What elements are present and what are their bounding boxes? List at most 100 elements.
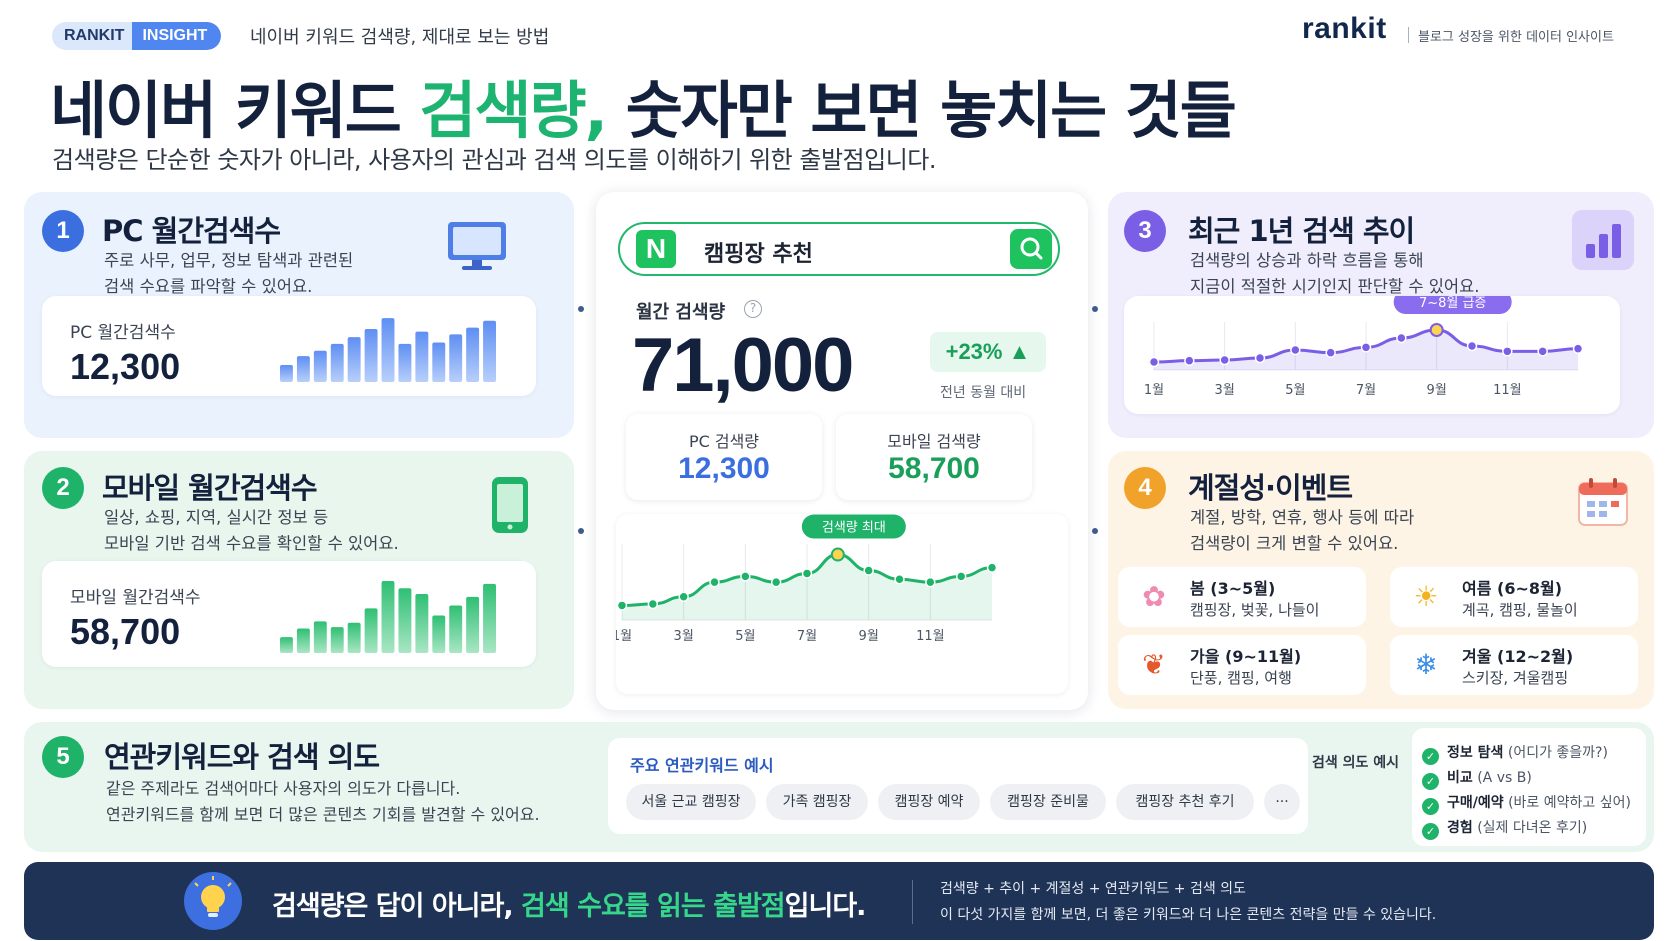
keywords-panel-desc: 같은 주제라도 검색어마다 사용자의 의도가 다릅니다. 연관키워드를 함께 보… [106, 776, 540, 828]
center-chart-point [894, 574, 905, 585]
trend-panel-title: 최근 1년 검색 추이 [1188, 214, 1415, 248]
trend-chart-x-label: 5월 [1285, 383, 1305, 398]
trend-chart-point [1184, 355, 1195, 366]
keyword-chip[interactable]: 서울 근교 캠핑장 [626, 784, 756, 820]
center-chart-x-label: 1월 [616, 629, 632, 644]
pc-volume-value: 12,300 [678, 452, 770, 485]
bar-chart-icon [1572, 210, 1634, 270]
trend-panel-desc: 검색량의 상승과 하락 흐름을 통해 지금이 적절한 시기인지 판단할 수 있어… [1190, 248, 1480, 300]
intent-note: (A vs B) [1477, 770, 1532, 786]
intent-note: (바로 예약하고 싶어) [1508, 795, 1631, 811]
brand-logo: rankit [1302, 12, 1387, 45]
center-chart-point [986, 562, 998, 573]
mobile-bar [466, 596, 480, 653]
brand-tagline: 블로그 성장을 위한 데이터 인사이트 [1418, 30, 1614, 45]
season-autumn: ❦ 가을 (9~11월) 단풍, 캠핑, 여행 [1118, 635, 1366, 695]
pc-stat-label: PC 월간검색수 [70, 323, 176, 343]
pc-desc-line-2: 검색 수요를 파악할 수 있어요. [104, 277, 313, 296]
keyword-chip[interactable]: 가족 캠핑장 [766, 784, 868, 820]
keyword-chip[interactable]: 캠핑장 추천 후기 [1116, 784, 1254, 820]
step-number-2: 2 [42, 467, 84, 509]
trend-panel: 3 최근 1년 검색 추이 검색량의 상승과 하락 흐름을 통해 지금이 적절한… [1108, 192, 1654, 438]
pc-bar [280, 365, 293, 382]
footer-part-1: 검색량은 답이 아니라, [272, 891, 522, 922]
pc-bar [466, 327, 480, 382]
keyword-chip[interactable]: 캠핑장 준비물 [990, 784, 1106, 820]
pc-bar [364, 328, 378, 382]
center-chart-x-label: 3월 [674, 629, 694, 644]
mobile-volume-card: 모바일 검색량 58,700 [836, 414, 1032, 500]
season-panel-title: 계절성·이벤트 [1188, 471, 1353, 505]
mobile-bar [483, 583, 496, 653]
snowflake-icon: ❄ [1414, 648, 1438, 681]
pc-bar [415, 331, 429, 382]
trend-chart-x-label: 3월 [1215, 383, 1235, 398]
growth-note: 전년 동월 대비 [940, 385, 1027, 401]
peak-callout: 7~8월 급증 [1393, 290, 1512, 314]
keywords-desc-line-1: 같은 주제라도 검색어마다 사용자의 의도가 다릅니다. [106, 779, 461, 798]
mobile-stat-label: 모바일 월간검색수 [70, 588, 201, 608]
mobile-bar [296, 628, 310, 653]
mobile-panel-desc: 일상, 쇼핑, 지역, 실시간 정보 등 모바일 기반 검색 수요를 확인할 수… [104, 505, 399, 557]
up-arrow-icon: ▲ [1008, 339, 1031, 364]
pc-panel-desc: 주로 사무, 업무, 정보 탐색과 관련된 검색 수요를 파악할 수 있어요. [104, 248, 353, 300]
mobile-bar [398, 588, 412, 653]
intent-name: 경험 [1447, 820, 1473, 836]
trend-chart-x-label: 9월 [1427, 383, 1447, 398]
center-chart-point [925, 576, 936, 588]
trend-desc-line-1: 검색량의 상승과 하락 흐름을 통해 [1190, 251, 1424, 270]
season-spring: ✿ 봄 (3~5월) 캠핑장, 벚꽃, 나들이 [1118, 567, 1366, 627]
peak-callout-text: 7~8월 급증 [1419, 296, 1486, 311]
mobile-bar [280, 637, 293, 653]
season-activities: 단풍, 캠핑, 여행 [1190, 669, 1292, 687]
search-intent-list: ✓ 정보 탐색 (어디가 좋을까?) ✓ 비교 (A vs B) ✓ 구매/예약 (바… [1412, 728, 1646, 846]
intent-note: (실제 다녀온 후기) [1477, 820, 1588, 836]
pc-volume-label: PC 검색량 [688, 432, 760, 451]
help-icon[interactable]: ? [744, 300, 762, 318]
intent-item: ✓ 정보 탐색 (어디가 좋을까?) [1422, 742, 1608, 765]
badge-left-text: RANKIT [64, 27, 125, 44]
pc-panel: 1 PC 월간검색수 주로 사무, 업무, 정보 탐색과 관련된 검색 수요를 … [24, 192, 574, 438]
season-desc-line-2: 검색량이 크게 변할 수 있어요. [1190, 534, 1399, 553]
page-lead: 검색량은 단순한 숫자가 아니라, 사용자의 관심과 검색 의도를 이해하기 위… [52, 146, 937, 174]
trend-chart-point [1219, 354, 1230, 366]
maple-leaf-icon: ❦ [1142, 648, 1166, 681]
footer-message: 검색량은 답이 아니라, 검색 수요를 읽는 출발점입니다. [272, 884, 866, 923]
footer-banner: 검색량은 답이 아니라, 검색 수요를 읽는 출발점입니다. 검색량 + 추이 … [24, 862, 1654, 940]
more-keywords-chip[interactable]: ··· [1264, 784, 1300, 820]
season-winter: ❄ 겨울 (12~2월) 스키장, 겨울캠핑 [1390, 635, 1638, 695]
pc-bar [296, 356, 310, 382]
center-chart-point [678, 591, 689, 602]
center-chart-point [863, 565, 874, 576]
center-chart-point [955, 571, 967, 582]
step-number-3: 3 [1124, 210, 1166, 252]
pc-bar [483, 320, 496, 382]
mobile-bar-chart [280, 581, 496, 653]
season-panel: 4 계절성·이벤트 계절, 방학, 연휴, 행사 등에 따라 검색량이 크게 변… [1108, 451, 1654, 709]
mobile-stat-value: 58,700 [70, 611, 181, 652]
season-desc-line-1: 계절, 방학, 연휴, 행사 등에 따라 [1190, 508, 1415, 527]
intent-name: 구매/예약 [1447, 795, 1504, 811]
trend-chart-point [1148, 356, 1160, 368]
badge-right-text: INSIGHT [132, 22, 222, 50]
growth-badge: +23% ▲ [930, 332, 1046, 372]
footer-highlight: 검색 수요를 읽는 출발점 [521, 891, 786, 922]
trend-chart-point [1572, 343, 1584, 354]
search-query: 캠핑장 추천 [704, 242, 813, 267]
insight-badge: RANKIT INSIGHT [52, 22, 222, 50]
center-chart-x-label: 9월 [859, 629, 879, 644]
pc-bar [347, 337, 361, 382]
calendar-icon [1578, 478, 1628, 526]
title-highlight: 검색량, [419, 74, 608, 147]
search-result-card: N 캠핑장 추천 월간 검색량 ? 71,000 +23% ▲ 전년 동월 대비… [596, 192, 1088, 710]
keyword-chip[interactable]: 캠핑장 예약 [878, 784, 980, 820]
search-bar[interactable]: N 캠핑장 추천 [618, 222, 1060, 276]
mobile-bar [313, 621, 327, 653]
center-chart-x-label: 7월 [797, 629, 817, 644]
search-button[interactable] [1010, 229, 1052, 269]
season-name: 봄 (3~5월) [1190, 579, 1276, 598]
trend-chart-point [1429, 323, 1444, 337]
center-chart-svg: 1월 3월 5월 7월 9월 11월 검색량 최대 [612, 514, 998, 644]
trend-chart-point [1360, 342, 1372, 353]
trend-chart-x-label: 11월 [1493, 383, 1522, 398]
